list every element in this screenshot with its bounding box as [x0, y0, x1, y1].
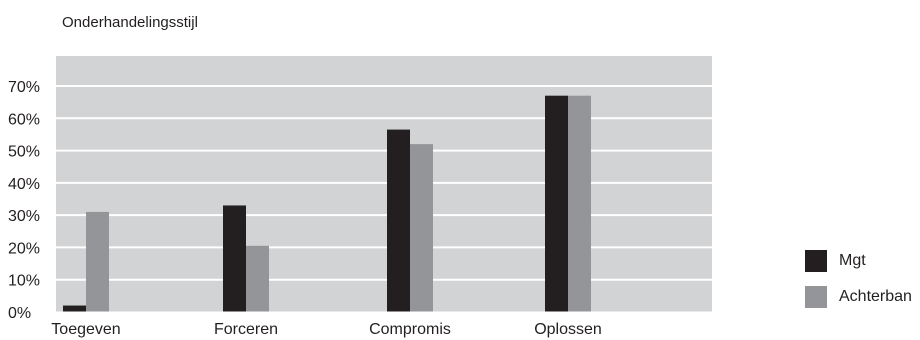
bar-mgt-compromis	[387, 129, 410, 312]
y-tick-label: 40%	[8, 176, 40, 193]
bar-mgt-toegeven	[63, 305, 86, 312]
chart-title: Onderhandelingsstijl	[62, 14, 198, 31]
y-tick-label: 20%	[8, 240, 40, 257]
legend-label-mgt: Mgt	[839, 252, 866, 269]
x-tick-label: Compromis	[369, 321, 451, 338]
bar-achterban-compromis	[410, 144, 433, 312]
y-tick-label: 10%	[8, 273, 40, 290]
bar-mgt-forceren	[223, 205, 246, 312]
x-tick-label: Toegeven	[51, 321, 120, 338]
y-tick-label: 60%	[8, 111, 40, 128]
legend: Mgt Achterban	[805, 250, 912, 322]
bar-achterban-toegeven	[86, 211, 109, 312]
y-tick-label: 0%	[8, 305, 31, 322]
bar-achterban-forceren	[246, 245, 269, 312]
legend-swatch-achterban	[805, 286, 827, 308]
x-tick-label: Oplossen	[534, 321, 602, 338]
legend-swatch-mgt	[805, 250, 827, 272]
bar-achterban-oplossen	[568, 95, 591, 312]
legend-item-achterban: Achterban	[805, 286, 912, 308]
legend-item-mgt: Mgt	[805, 250, 912, 272]
legend-label-achterban: Achterban	[839, 288, 912, 305]
x-tick-label: Forceren	[214, 321, 278, 338]
y-tick-label: 30%	[8, 208, 40, 225]
y-tick-label: 70%	[8, 79, 40, 96]
bar-mgt-oplossen	[545, 95, 568, 312]
y-tick-label: 50%	[8, 144, 40, 161]
